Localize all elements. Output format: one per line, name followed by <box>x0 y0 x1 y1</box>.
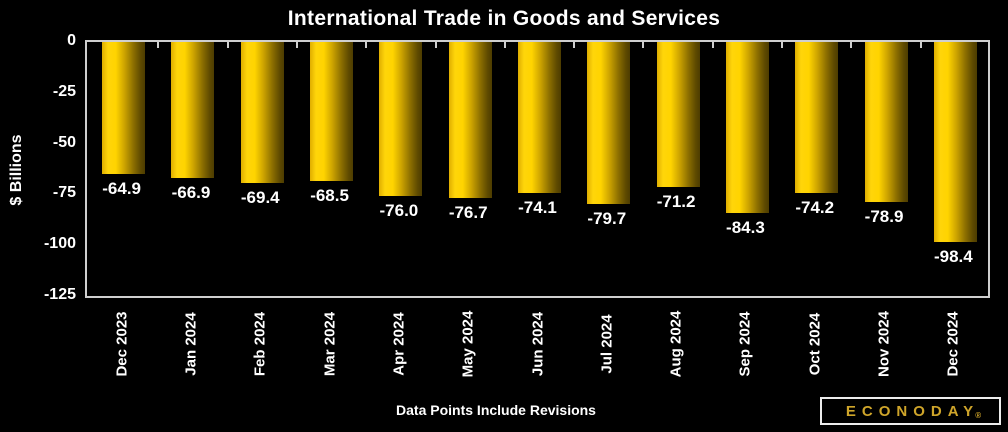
axis-tick <box>642 42 645 48</box>
bar <box>656 42 700 187</box>
bar-value-label: -74.1 <box>518 197 557 217</box>
y-tick-label: -100 <box>43 235 76 253</box>
y-tick-label: -25 <box>52 82 76 100</box>
bar <box>795 42 839 193</box>
axis-tick <box>781 42 784 48</box>
bar-value-label: -76.0 <box>379 201 419 221</box>
x-tick-label: Jan 2024 <box>182 312 200 376</box>
y-tick-label: -125 <box>43 286 76 303</box>
x-tick-label: Mar 2024 <box>321 311 339 377</box>
bar-value-label: -98.4 <box>933 246 973 266</box>
axis-tick <box>434 42 437 48</box>
bar-value-label: -66.9 <box>171 182 211 202</box>
bar <box>379 42 423 197</box>
x-tick-label: May 2024 <box>459 310 477 378</box>
axis-tick <box>711 42 714 48</box>
bar-value-label: -69.4 <box>240 188 280 208</box>
x-tick-label: Nov 2024 <box>875 311 893 377</box>
bar-value-label: -74.2 <box>795 197 835 217</box>
axis-tick <box>850 42 853 48</box>
bar-value-label: -78.9 <box>864 207 904 227</box>
chart-title: International Trade in Goods and Service… <box>287 7 721 30</box>
bar-value-label: -79.7 <box>587 208 627 228</box>
axis-tick <box>573 42 576 48</box>
econoday-logo: ECONODAY ® <box>820 397 1001 425</box>
bar <box>448 42 492 198</box>
x-tick-label: Aug 2024 <box>667 310 685 378</box>
x-tick-label: Feb 2024 <box>251 311 269 377</box>
axis-tick <box>295 42 298 48</box>
bar <box>587 42 631 204</box>
bar-value-label: -64.9 <box>102 178 142 198</box>
axis-tick <box>157 42 160 48</box>
bar <box>240 42 284 184</box>
x-tick-label: Apr 2024 <box>390 312 408 376</box>
x-tick-label: Oct 2024 <box>806 312 824 376</box>
bar-value-label: -71.2 <box>656 191 696 211</box>
axis-tick <box>919 42 922 48</box>
logo-text: ECONODAY <box>845 402 980 420</box>
bar <box>725 42 769 214</box>
bar-value-label: -68.5 <box>310 186 349 206</box>
bar <box>310 42 354 182</box>
x-tick-label: Sep 2024 <box>736 311 754 377</box>
bar-value-label: -84.3 <box>726 218 765 238</box>
x-tick-label: Jun 2024 <box>529 311 546 377</box>
registered-trademark-icon: ® <box>975 411 982 420</box>
bar <box>933 42 977 242</box>
axis-tick <box>226 42 229 48</box>
bar <box>518 42 561 193</box>
axis-tick <box>503 42 506 48</box>
plot-area <box>85 40 990 298</box>
x-tick-label: Dec 2023 <box>113 311 131 377</box>
bar <box>171 42 215 178</box>
x-tick-label: Jul 2024 <box>598 314 616 374</box>
bar-value-label: -76.7 <box>448 202 488 222</box>
footer-note: Data Points Include Revisions <box>396 402 596 418</box>
bar <box>102 42 146 174</box>
y-tick-label: -50 <box>52 133 76 151</box>
y-tick-label: 0 <box>67 32 76 49</box>
bar <box>864 42 908 203</box>
axis-tick <box>365 42 368 48</box>
x-tick-label: Dec 2024 <box>944 311 962 377</box>
y-tick-label: -75 <box>52 184 76 202</box>
